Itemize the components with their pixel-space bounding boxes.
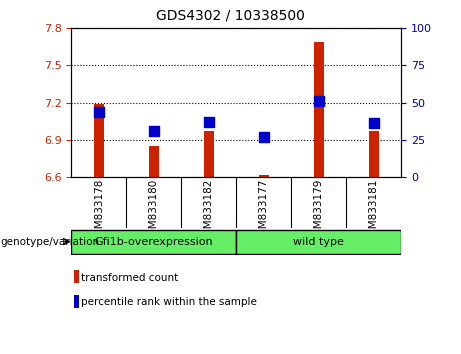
Point	[370, 121, 377, 126]
Bar	[204, 131, 214, 177]
Bar	[71, 230, 236, 253]
Text: genotype/variation: genotype/variation	[0, 236, 99, 247]
Text: GSM833179: GSM833179	[313, 178, 324, 242]
Point	[315, 98, 322, 104]
Text: GSM833177: GSM833177	[259, 178, 269, 242]
Bar	[314, 42, 324, 177]
Bar	[259, 175, 269, 177]
Point	[260, 134, 267, 140]
Text: Gfi1b-overexpression: Gfi1b-overexpression	[95, 236, 213, 247]
Bar	[369, 131, 378, 177]
Point	[150, 128, 158, 134]
Text: GSM833178: GSM833178	[94, 178, 104, 242]
Text: GSM833182: GSM833182	[204, 178, 214, 242]
Bar	[149, 146, 159, 177]
Point	[205, 119, 213, 125]
Bar	[94, 104, 104, 177]
Text: GSM833181: GSM833181	[369, 178, 378, 242]
Bar	[236, 230, 401, 253]
Text: GDS4302 / 10338500: GDS4302 / 10338500	[156, 9, 305, 23]
Text: GSM833180: GSM833180	[149, 178, 159, 242]
Point	[95, 109, 103, 114]
Text: percentile rank within the sample: percentile rank within the sample	[81, 297, 257, 307]
Text: transformed count: transformed count	[81, 273, 178, 282]
Text: wild type: wild type	[293, 236, 344, 247]
